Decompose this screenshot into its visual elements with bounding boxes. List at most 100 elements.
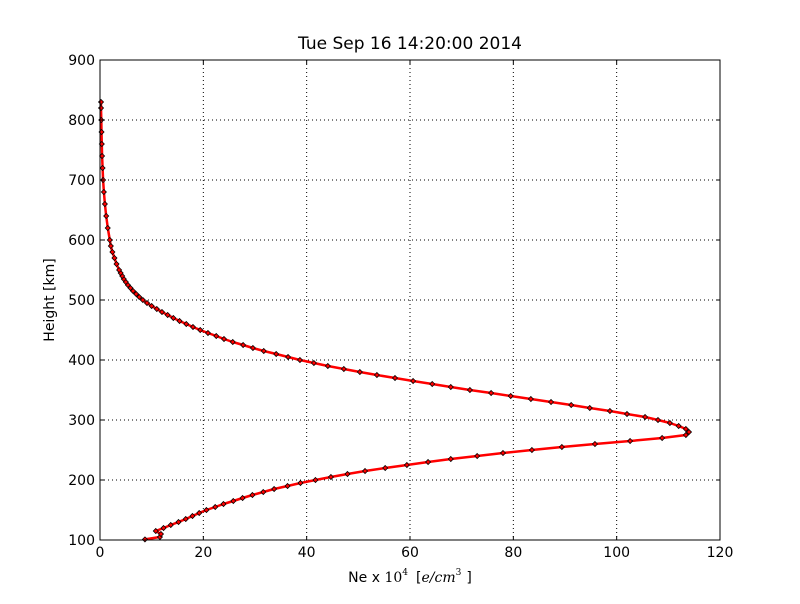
data-point bbox=[682, 431, 689, 439]
data-point bbox=[164, 311, 171, 319]
y-tick-label: 600 bbox=[68, 233, 95, 249]
data-point bbox=[373, 371, 380, 379]
data-point bbox=[103, 212, 110, 220]
data-point bbox=[175, 518, 182, 526]
data-point bbox=[271, 485, 278, 493]
data-point bbox=[568, 401, 575, 409]
x-label-e: e bbox=[421, 570, 429, 586]
data-point bbox=[507, 392, 514, 400]
data-point bbox=[391, 374, 399, 382]
data-point bbox=[260, 347, 267, 355]
data-point bbox=[197, 326, 204, 334]
data-point bbox=[382, 464, 389, 472]
data-point bbox=[152, 527, 159, 535]
data-point bbox=[203, 506, 210, 514]
data-point bbox=[344, 470, 351, 478]
data-point bbox=[312, 476, 319, 484]
data-point bbox=[157, 530, 165, 538]
data-point bbox=[685, 428, 693, 436]
grid bbox=[99, 59, 721, 541]
x-tick-label: 0 bbox=[96, 545, 105, 561]
x-label-open: [ bbox=[416, 570, 421, 586]
data-point bbox=[340, 365, 347, 373]
data-point bbox=[361, 467, 369, 475]
data-point bbox=[160, 524, 167, 532]
data-point bbox=[127, 284, 134, 292]
data-point bbox=[170, 314, 177, 322]
x-label-close: ] bbox=[466, 570, 471, 586]
data-point bbox=[139, 296, 146, 304]
ticks: 0 20 40 60 80 100 120 100 200 300 400 500 600 700 800 9… bbox=[68, 53, 733, 561]
y-tick-label: 200 bbox=[68, 473, 95, 489]
data-point bbox=[100, 188, 107, 196]
x-tick-label: 120 bbox=[707, 545, 734, 561]
data-point bbox=[109, 248, 116, 256]
data-point bbox=[586, 404, 593, 412]
data-point bbox=[403, 461, 410, 469]
data-point bbox=[285, 353, 292, 361]
data-point bbox=[659, 434, 666, 442]
data-point bbox=[189, 512, 196, 520]
y-tick-label: 300 bbox=[68, 413, 95, 429]
data-point bbox=[107, 242, 114, 250]
data-point bbox=[213, 332, 220, 340]
data-point bbox=[136, 293, 143, 301]
y-tick-label: 800 bbox=[68, 113, 95, 129]
data-point bbox=[410, 377, 417, 385]
data-point bbox=[447, 383, 454, 391]
chart-title: Tue Sep 16 14:20:00 2014 bbox=[297, 34, 522, 54]
data-point bbox=[606, 407, 614, 415]
data-point bbox=[528, 446, 535, 454]
data-point bbox=[182, 515, 189, 523]
data-point bbox=[447, 455, 454, 463]
data-point bbox=[249, 344, 256, 352]
data-point bbox=[627, 437, 634, 445]
data-point bbox=[189, 323, 197, 331]
data-point bbox=[666, 419, 673, 427]
data-point bbox=[141, 536, 149, 543]
x-axis-label: Ne x 104 [e/cm3] bbox=[348, 568, 472, 586]
data-point bbox=[324, 362, 331, 370]
data-point bbox=[229, 338, 236, 346]
data-point bbox=[488, 389, 495, 397]
data-point bbox=[158, 308, 166, 316]
x-label-cm: cm bbox=[435, 570, 456, 586]
data-point bbox=[249, 491, 256, 499]
data-point bbox=[547, 398, 555, 406]
data-point bbox=[310, 359, 317, 367]
x-tick-label: 80 bbox=[504, 545, 522, 561]
data-point bbox=[99, 164, 106, 172]
data-point bbox=[176, 317, 183, 325]
y-tick-label: 500 bbox=[68, 293, 95, 309]
data-point bbox=[327, 473, 335, 481]
data-point bbox=[466, 386, 473, 394]
data-point bbox=[101, 200, 108, 208]
data-point bbox=[654, 416, 662, 424]
x-label-prefix: Ne x bbox=[348, 570, 384, 586]
data-point bbox=[682, 425, 689, 433]
data-point bbox=[425, 458, 432, 466]
data-point bbox=[143, 299, 151, 307]
y-axis-label: Height [km] bbox=[42, 258, 58, 341]
x-label-unit-exp: 3 bbox=[456, 568, 462, 578]
y-tick-label: 100 bbox=[68, 533, 95, 549]
data-point bbox=[499, 449, 507, 457]
data-point bbox=[240, 341, 247, 349]
x-label-exp: 4 bbox=[402, 568, 408, 578]
data-point bbox=[148, 302, 155, 310]
x-tick-label: 20 bbox=[194, 545, 212, 561]
x-label-base: 10 bbox=[384, 570, 402, 586]
data-point bbox=[474, 452, 481, 460]
data-point bbox=[104, 224, 111, 232]
data-point bbox=[97, 98, 105, 106]
data-point bbox=[220, 500, 227, 508]
data-point bbox=[183, 320, 190, 328]
y-tick-label: 700 bbox=[68, 173, 95, 189]
plot-area bbox=[97, 98, 693, 543]
series-line bbox=[99, 102, 691, 541]
data-point bbox=[167, 521, 174, 529]
data-point bbox=[284, 482, 291, 490]
data-point bbox=[212, 503, 219, 511]
data-point bbox=[106, 236, 113, 244]
